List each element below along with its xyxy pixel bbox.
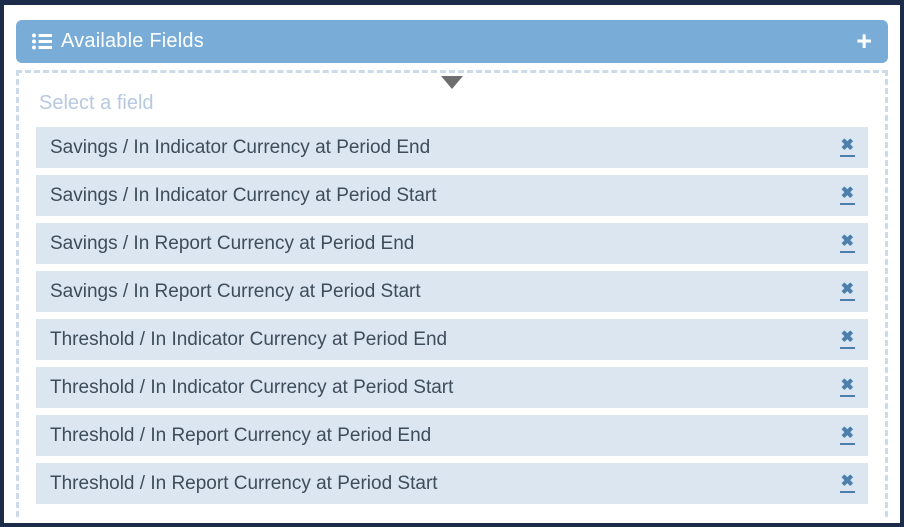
field-row: Threshold / In Report Currency at Period… — [36, 415, 868, 456]
field-row: Threshold / In Report Currency at Period… — [36, 463, 868, 504]
remove-x-icon: ✖ — [840, 425, 854, 442]
field-label: Threshold / In Indicator Currency at Per… — [50, 376, 454, 398]
panel-header: Available Fields + — [16, 20, 888, 63]
remove-field-button[interactable]: ✖ — [839, 185, 855, 205]
remove-field-button[interactable]: ✖ — [839, 329, 855, 349]
field-row: Threshold / In Indicator Currency at Per… — [36, 367, 868, 408]
remove-field-button[interactable]: ✖ — [839, 137, 855, 157]
add-field-button[interactable]: + — [856, 26, 872, 56]
field-label: Threshold / In Report Currency at Period… — [50, 472, 438, 494]
remove-x-icon: ✖ — [840, 185, 854, 202]
remove-field-button[interactable]: ✖ — [839, 233, 855, 253]
field-row: Savings / In Indicator Currency at Perio… — [36, 127, 868, 168]
remove-x-icon: ✖ — [840, 233, 854, 250]
remove-x-icon: ✖ — [840, 137, 854, 154]
remove-x-icon: ✖ — [840, 377, 854, 394]
field-label: Savings / In Report Currency at Period S… — [50, 280, 421, 302]
field-label: Threshold / In Indicator Currency at Per… — [50, 328, 448, 350]
field-drop-area[interactable]: Select a field Savings / In Indicator Cu… — [16, 70, 888, 517]
field-row: Savings / In Report Currency at Period S… — [36, 271, 868, 312]
field-label: Savings / In Indicator Currency at Perio… — [50, 184, 437, 206]
list-icon — [32, 33, 52, 50]
remove-field-button[interactable]: ✖ — [839, 377, 855, 397]
field-label: Threshold / In Report Currency at Period… — [50, 424, 432, 446]
field-row: Savings / In Indicator Currency at Perio… — [36, 175, 868, 216]
field-list: Savings / In Indicator Currency at Perio… — [36, 127, 868, 504]
field-label: Savings / In Indicator Currency at Perio… — [50, 136, 431, 158]
field-row: Threshold / In Indicator Currency at Per… — [36, 319, 868, 360]
remove-x-icon: ✖ — [840, 329, 854, 346]
panel-title: Available Fields — [61, 30, 204, 52]
select-field-placeholder[interactable]: Select a field — [39, 92, 154, 114]
field-row: Savings / In Report Currency at Period E… — [36, 223, 868, 264]
remove-x-icon: ✖ — [840, 473, 854, 490]
remove-field-button[interactable]: ✖ — [839, 473, 855, 493]
field-label: Savings / In Report Currency at Period E… — [50, 232, 415, 254]
caret-down-icon — [441, 76, 463, 89]
remove-field-button[interactable]: ✖ — [839, 281, 855, 301]
remove-x-icon: ✖ — [840, 281, 854, 298]
remove-field-button[interactable]: ✖ — [839, 425, 855, 445]
